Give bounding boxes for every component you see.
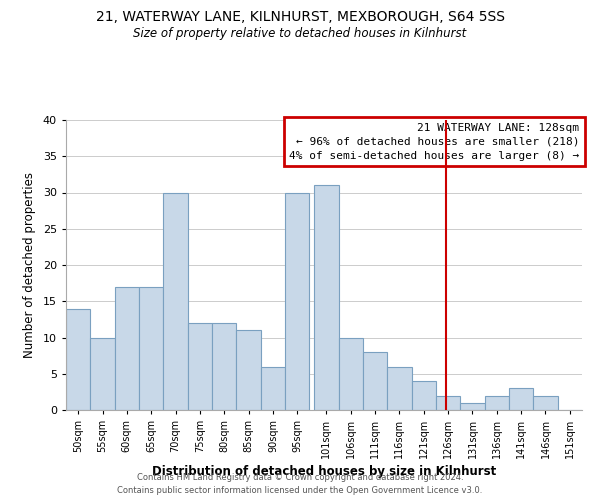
Text: 21 WATERWAY LANE: 128sqm
← 96% of detached houses are smaller (218)
4% of semi-d: 21 WATERWAY LANE: 128sqm ← 96% of detach…: [289, 123, 580, 161]
Bar: [485, 396, 509, 410]
Text: Contains HM Land Registry data © Crown copyright and database right 2024.: Contains HM Land Registry data © Crown c…: [137, 472, 463, 482]
Bar: [163, 192, 188, 410]
Bar: [285, 192, 310, 410]
Bar: [91, 338, 115, 410]
Bar: [363, 352, 387, 410]
Bar: [460, 403, 485, 410]
Bar: [533, 396, 557, 410]
Bar: [387, 366, 412, 410]
Bar: [338, 338, 363, 410]
Bar: [212, 323, 236, 410]
Bar: [236, 330, 261, 410]
Bar: [139, 287, 163, 410]
Y-axis label: Number of detached properties: Number of detached properties: [23, 172, 36, 358]
Bar: [115, 287, 139, 410]
Text: Contains public sector information licensed under the Open Government Licence v3: Contains public sector information licen…: [118, 486, 482, 495]
Bar: [66, 308, 91, 410]
Bar: [509, 388, 533, 410]
X-axis label: Distribution of detached houses by size in Kilnhurst: Distribution of detached houses by size …: [152, 465, 496, 478]
Bar: [314, 185, 338, 410]
Bar: [412, 381, 436, 410]
Bar: [261, 366, 285, 410]
Bar: [436, 396, 460, 410]
Text: Size of property relative to detached houses in Kilnhurst: Size of property relative to detached ho…: [133, 28, 467, 40]
Bar: [188, 323, 212, 410]
Text: 21, WATERWAY LANE, KILNHURST, MEXBOROUGH, S64 5SS: 21, WATERWAY LANE, KILNHURST, MEXBOROUGH…: [95, 10, 505, 24]
